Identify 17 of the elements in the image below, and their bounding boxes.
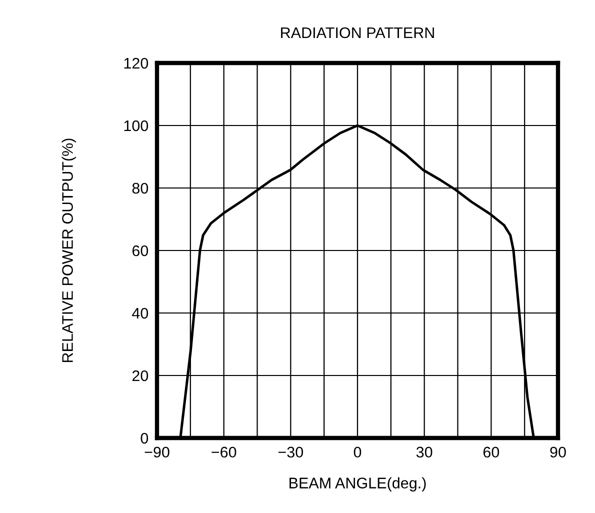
x-tick-label: 30: [416, 446, 432, 458]
chart-title: RADIATION PATTERN: [281, 27, 434, 38]
y-tick-label: 20: [132, 370, 148, 382]
y-tick-label: 60: [132, 245, 148, 256]
y-tick-label: 120: [124, 58, 148, 69]
x-tick-label: −30: [278, 446, 304, 458]
x-tick-label: 90: [550, 446, 566, 458]
y-tick-label: 40: [132, 308, 148, 319]
y-tick-label: 80: [132, 182, 148, 194]
x-axis-title: BEAM ANGLE(deg.): [290, 477, 426, 492]
y-tick-label: 0: [140, 432, 148, 444]
x-tick-label: 60: [483, 446, 500, 458]
x-tick-label: 0: [354, 446, 362, 458]
x-tick-label: −90: [144, 446, 170, 458]
y-axis-title: RELATIVE POWER OUTPUT(%): [62, 138, 76, 362]
y-tick-label: 100: [124, 120, 148, 132]
x-tick-label: −60: [212, 446, 236, 458]
